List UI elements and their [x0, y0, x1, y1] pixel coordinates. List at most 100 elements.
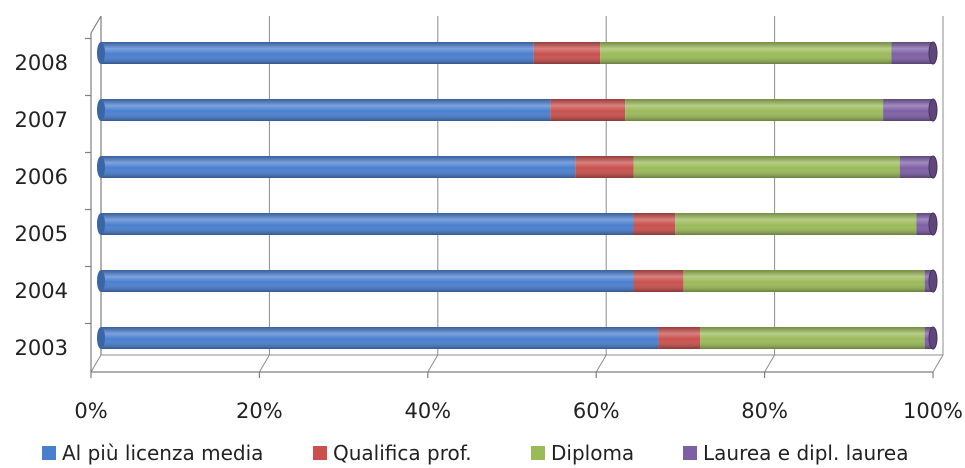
gridline-floor [90, 354, 102, 373]
bar-shading [101, 156, 576, 178]
bars [97, 41, 938, 350]
bar-segment [575, 156, 634, 178]
bar-segment [600, 42, 892, 64]
y-tick-label: 2007 [15, 108, 68, 132]
bar-end-cap [928, 41, 938, 65]
bar-segment [924, 269, 938, 293]
bar-shading [700, 327, 925, 349]
legend-label: Diploma [551, 441, 635, 465]
bar-start-cap [97, 213, 105, 235]
x-tick-label: 60% [573, 399, 620, 423]
bar-segment [658, 327, 701, 349]
bar-segment [633, 270, 684, 292]
bar-end-cap [928, 98, 938, 122]
plot-back-wall [101, 16, 943, 355]
bar-shading [600, 42, 892, 64]
x-tick-label: 20% [236, 399, 283, 423]
bar-start-cap [97, 42, 105, 64]
x-tick-label: 40% [404, 399, 451, 423]
bar-shading [625, 99, 884, 121]
gridline-floor [764, 354, 776, 373]
bar-row [97, 98, 938, 122]
bar-segment [97, 213, 634, 235]
gridline-floor [932, 354, 944, 373]
legend-label: Al più licenza media [62, 441, 264, 465]
bar-shading [533, 42, 601, 64]
bar-shading [883, 99, 933, 121]
bar-shading [916, 213, 933, 235]
bar-shading [575, 156, 634, 178]
bar-segment [550, 99, 626, 121]
bar-row [97, 41, 938, 65]
bar-shading [550, 99, 626, 121]
y-tick-label: 2005 [15, 222, 68, 246]
bar-segment [916, 212, 938, 236]
bar-segment [683, 270, 925, 292]
bar-segment [891, 41, 938, 65]
y-axis-top-edge [90, 15, 102, 34]
y-tick-label: 2006 [15, 165, 68, 189]
bar-shading [101, 213, 634, 235]
legend-label: Laurea e dipl. laurea [703, 441, 909, 465]
bar-row [97, 155, 938, 179]
legend-label: Qualifica prof. [333, 441, 472, 465]
gridline-floor [258, 354, 270, 373]
bar-row [97, 326, 938, 350]
bar-end-cap [928, 269, 938, 293]
legend-swatch [313, 446, 327, 460]
x-axis-tick-labels: 0% 20% 40% 60% 80% 100% [74, 399, 963, 423]
bar-shading [658, 327, 701, 349]
gridline-floor [427, 354, 439, 373]
legend-swatch [683, 446, 697, 460]
y-tick-label: 2008 [15, 51, 68, 75]
legend-item: Qualifica prof. [313, 440, 472, 466]
legend-item: Laurea e dipl. laurea [683, 440, 909, 466]
bar-end-cap [928, 326, 938, 350]
bar-shading [101, 99, 551, 121]
y-axis-tick-labels: 2008 2007 2006 2005 2004 2003 [15, 51, 68, 360]
bar-segment [97, 42, 534, 64]
bar-end-cap [928, 155, 938, 179]
plot-area: 2008 2007 2006 2005 2004 2003 0% 20% 40% 60% 80% 1… [15, 15, 963, 423]
bar-start-cap [97, 327, 105, 349]
bar-shading [675, 213, 917, 235]
bar-shading [101, 42, 534, 64]
y-tick-label: 2003 [15, 336, 68, 360]
legend-item: Diploma [531, 440, 634, 466]
bar-shading [683, 270, 925, 292]
gridlines [90, 16, 944, 373]
gridline-floor [595, 354, 607, 373]
legend: Al più licenza media Qualifica prof. Diplo… [0, 440, 965, 466]
bar-shading [899, 156, 933, 178]
legend-item: Al più licenza media [42, 440, 263, 466]
bar-segment [675, 213, 917, 235]
bar-segment [533, 42, 601, 64]
bar-start-cap [97, 156, 105, 178]
legend-swatch [531, 446, 545, 460]
bar-segment [700, 327, 925, 349]
bar-segment [97, 327, 659, 349]
y-tick-label: 2004 [15, 279, 68, 303]
legend-swatch [42, 446, 56, 460]
bar-segment [97, 270, 634, 292]
x-tick-label: 80% [741, 399, 788, 423]
bar-segment [633, 213, 676, 235]
x-tick-label: 100% [903, 399, 963, 423]
bar-row [97, 212, 938, 236]
bar-shading [891, 42, 933, 64]
bar-shading [101, 270, 634, 292]
bar-shading [633, 213, 676, 235]
axes [85, 15, 943, 378]
bar-shading [633, 270, 684, 292]
x-tick-label: 0% [74, 399, 107, 423]
bar-segment [633, 156, 900, 178]
bar-segment [97, 156, 576, 178]
bar-shading [633, 156, 900, 178]
bar-end-cap [928, 212, 938, 236]
bar-segment [899, 155, 938, 179]
bar-segment [924, 326, 938, 350]
bar-start-cap [97, 99, 105, 121]
bar-segment [883, 98, 938, 122]
bar-segment [97, 99, 551, 121]
